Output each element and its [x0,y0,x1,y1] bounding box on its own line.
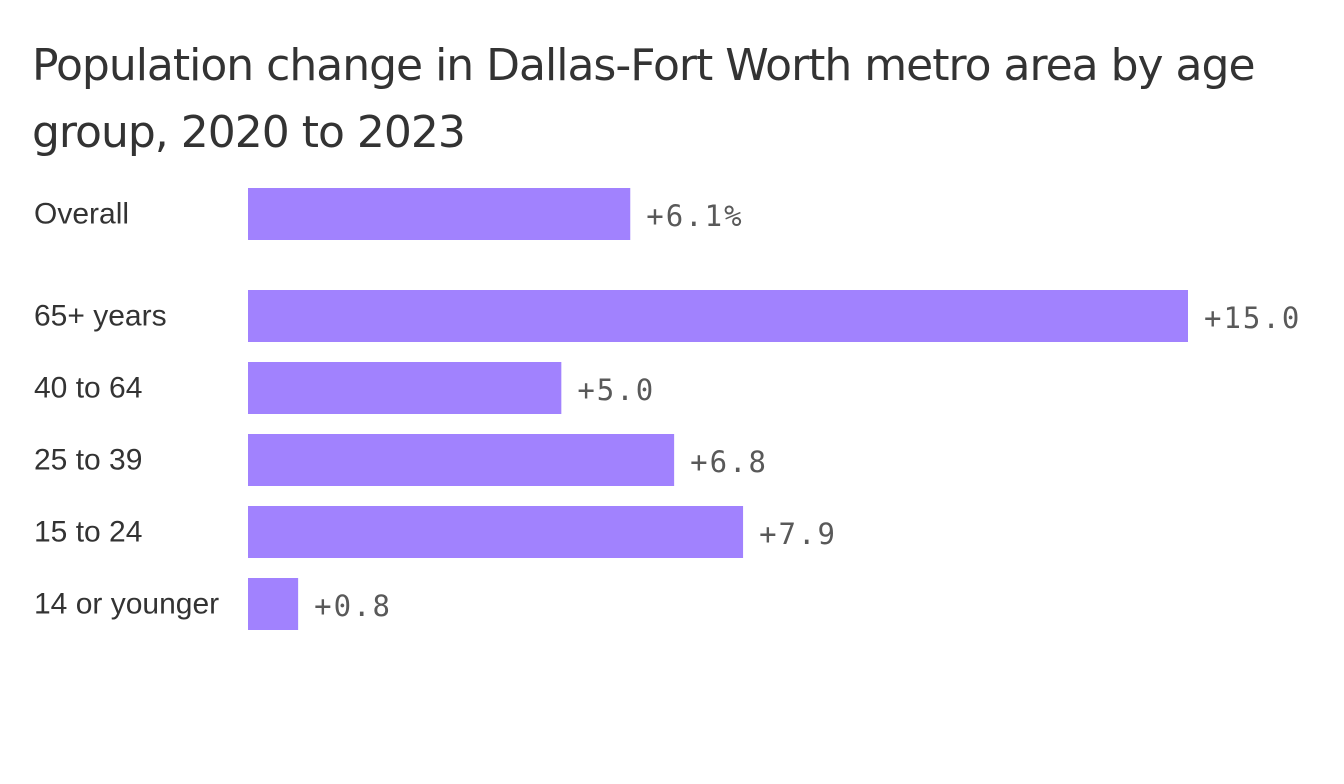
category-label: 65+ years [34,300,167,333]
value-label: +6.8 [690,445,768,479]
bar [248,290,1188,342]
bar [248,188,631,240]
category-label: Overall [34,198,129,231]
value-label: +0.8 [314,589,392,623]
value-label: +6.1% [646,199,743,233]
bar [248,506,744,558]
bars-group: Overall +6.1% 65+ years +15.0 40 to 64 +5.0 25… [34,188,1301,630]
category-label: 40 to 64 [34,372,142,405]
value-label: +5.0 [577,373,655,407]
category-label: 14 or younger [34,588,219,621]
bar [248,578,299,630]
value-label: +7.9 [759,517,837,551]
bar [248,362,562,414]
category-label: 25 to 39 [34,444,142,477]
category-label: 15 to 24 [34,516,142,549]
chart-title: Population change in Dallas-Fort Worth m… [32,40,1256,158]
bar [248,434,675,486]
value-label: +15.0 [1204,301,1301,335]
